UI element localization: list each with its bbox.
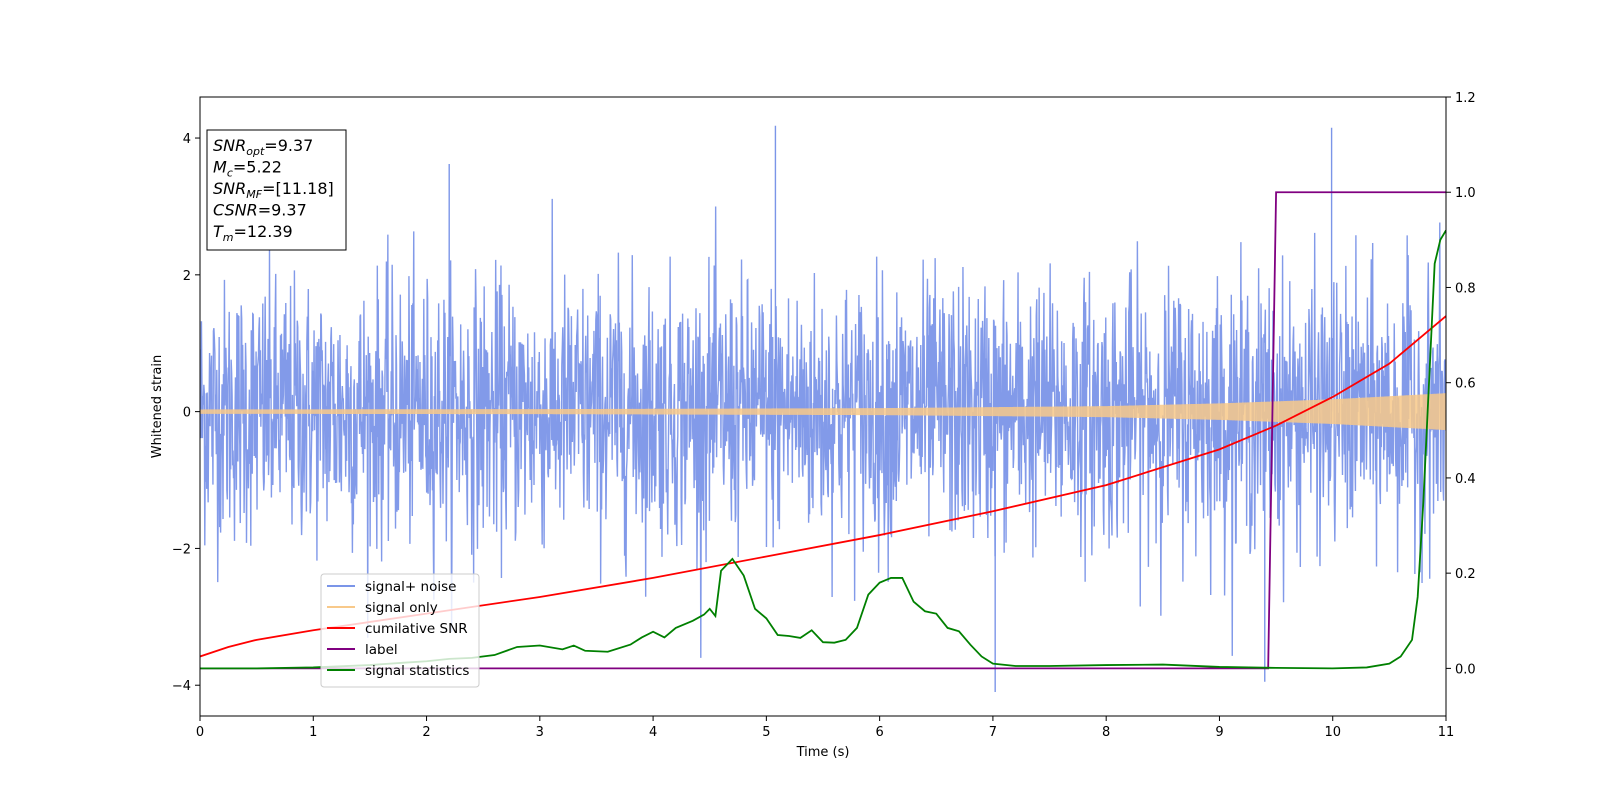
x-tick-label: 2 [422, 725, 430, 740]
annotation-frame [206, 129, 347, 251]
axes: 0 1 2 3 4 5 6 7 8 9 10 11 −4 −2 0 2 4 0.0 0.2 0.4 0.6 0.8 1.0 1… [150, 91, 1476, 760]
axes-frame [199, 96, 1447, 717]
legend: signal+ noise signal only cumilative SNR la… [320, 573, 480, 688]
annotation-line: Mc=5.22 [213, 158, 282, 180]
x-tick-label: 4 [649, 725, 657, 740]
annotation-line: Tm=12.39 [213, 222, 293, 244]
y-tick-label: 2 [183, 269, 191, 284]
x-tick-label: 9 [1215, 725, 1223, 740]
series-label-line [200, 191, 1446, 670]
y-tick-label: −4 [172, 679, 191, 694]
series-signal-statistics-line [200, 229, 1446, 670]
annotation-line: SNRopt=9.37 [213, 136, 313, 158]
x-tick-label: 6 [875, 725, 883, 740]
annotation-line: SNRMF=[11.18] [213, 179, 334, 201]
y2-tick-label: 0.6 [1455, 377, 1476, 392]
legend-label: signal statistics [365, 663, 469, 679]
legend-label: signal+ noise [365, 579, 456, 595]
x-tick-label: 11 [1438, 725, 1455, 740]
x-tick-label: 10 [1324, 725, 1341, 740]
y2-tick-label: 1.2 [1455, 91, 1476, 106]
y-tick-label: 4 [183, 132, 191, 147]
y2-tick-label: 0.0 [1455, 662, 1476, 677]
legend-label: signal only [365, 600, 438, 616]
y-axis-label: Whitened strain [150, 355, 165, 458]
y2-tick-label: 0.2 [1455, 567, 1476, 582]
y-tick-label: 0 [183, 406, 191, 421]
x-tick-label: 8 [1102, 725, 1110, 740]
x-tick-label: 1 [309, 725, 317, 740]
plot-area [200, 125, 1446, 693]
x-tick-label: 7 [989, 725, 997, 740]
annotation-line: CSNR=9.37 [213, 201, 307, 220]
y2-tick-label: 1.0 [1455, 186, 1476, 201]
legend-label: label [365, 642, 398, 658]
x-axis-label: Time (s) [796, 745, 850, 760]
plot-clip-group [200, 125, 1446, 693]
series-signal-only-line [200, 393, 1446, 431]
annotation-box: SNRopt=9.37Mc=5.22SNRMF=[11.18]CSNR=9.37… [206, 129, 347, 251]
y-tick-label: −2 [172, 542, 191, 557]
y2-tick-label: 0.8 [1455, 281, 1476, 296]
series-signal-noise-line [200, 198, 1446, 658]
x-tick-label: 5 [762, 725, 770, 740]
x-tick-label: 3 [536, 725, 544, 740]
legend-box [320, 573, 480, 688]
x-tick-label: 0 [196, 725, 204, 740]
series-cumulative-snr-line [200, 315, 1446, 658]
legend-label: cumilative SNR [365, 621, 468, 637]
y2-tick-label: 0.4 [1455, 472, 1476, 487]
